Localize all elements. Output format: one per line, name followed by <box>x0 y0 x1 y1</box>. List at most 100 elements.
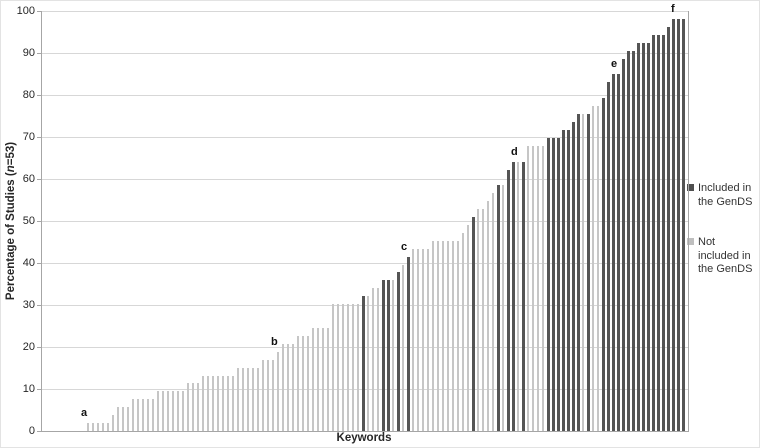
bar-not-included <box>192 383 194 431</box>
bar-included <box>612 74 615 431</box>
gridline-50 <box>41 221 688 222</box>
bar-included <box>472 217 475 431</box>
annotation-letter-a: a <box>81 407 88 419</box>
bar-not-included <box>597 106 599 431</box>
y-tick-label-30: 30 <box>22 299 35 311</box>
y-tick-mark-90 <box>37 53 41 54</box>
y-axis-title-suffix: =53) <box>5 141 17 166</box>
bar-not-included <box>142 399 144 431</box>
bar-included <box>627 51 630 431</box>
y-tick-mark-70 <box>37 137 41 138</box>
bar-not-included <box>462 233 464 431</box>
bar-not-included <box>132 399 134 431</box>
bar-not-included <box>232 376 234 431</box>
bar-not-included <box>437 241 439 431</box>
legend-label-not-included: Not included in the GenDS <box>698 236 753 275</box>
bar-included <box>682 19 685 431</box>
bar-included <box>382 280 385 431</box>
bar-not-included <box>452 241 454 431</box>
x-axis-title: Keywords <box>336 432 392 444</box>
bar-included <box>587 114 590 431</box>
bar-not-included <box>97 423 99 431</box>
bar-not-included <box>282 344 284 431</box>
legend-swatch-included <box>687 184 694 191</box>
bar-not-included <box>112 415 114 431</box>
bar-included <box>557 138 560 431</box>
bar-not-included <box>92 423 94 431</box>
bar-included <box>407 257 410 431</box>
bar-included <box>617 74 620 431</box>
bar-included <box>607 82 610 431</box>
bar-included <box>572 122 575 431</box>
gridline-40 <box>41 263 688 264</box>
bar-not-included <box>537 146 539 431</box>
bar-included <box>667 27 670 431</box>
bar-not-included <box>337 304 339 431</box>
bar-included <box>602 98 605 431</box>
bar-not-included <box>417 249 419 431</box>
bar-not-included <box>302 336 304 431</box>
bar-not-included <box>207 376 209 431</box>
bar-not-included <box>402 265 404 431</box>
bar-not-included <box>227 376 229 431</box>
y-tick-label-70: 70 <box>22 131 35 143</box>
bar-included <box>677 19 680 431</box>
bar-not-included <box>222 376 224 431</box>
bar-included <box>577 114 580 431</box>
bar-not-included <box>247 368 249 431</box>
bar-not-included <box>592 106 594 431</box>
bar-not-included <box>267 360 269 431</box>
bar-not-included <box>442 241 444 431</box>
bar-included <box>567 130 570 431</box>
y-tick-mark-30 <box>37 305 41 306</box>
bar-not-included <box>527 146 529 431</box>
y-tick-label-20: 20 <box>22 341 35 353</box>
bar-not-included <box>307 336 309 431</box>
y-axis-line <box>41 11 42 431</box>
bar-not-included <box>322 328 324 431</box>
bar-not-included <box>107 423 109 431</box>
bar-not-included <box>447 241 449 431</box>
bar-not-included <box>287 344 289 431</box>
legend-label-included: Included in the GenDS <box>698 182 753 208</box>
bar-included <box>622 59 625 431</box>
bar-not-included <box>197 383 199 431</box>
y-tick-mark-40 <box>37 263 41 264</box>
bar-included <box>562 130 565 431</box>
bar-not-included <box>172 391 174 431</box>
y-tick-label-50: 50 <box>22 215 35 227</box>
y-tick-label-10: 10 <box>22 383 35 395</box>
bar-not-included <box>427 249 429 431</box>
bar-not-included <box>257 368 259 431</box>
bar-not-included <box>477 209 479 431</box>
y-tick-mark-0 <box>37 431 41 432</box>
bar-not-included <box>517 162 519 431</box>
bar-not-included <box>487 201 489 431</box>
bar-not-included <box>347 304 349 431</box>
bar-included <box>552 138 555 431</box>
bar-not-included <box>457 241 459 431</box>
y-axis-title-prefix: Percentage of Studies ( <box>5 172 17 301</box>
bar-not-included <box>502 185 504 431</box>
bar-not-included <box>327 328 329 431</box>
plot-right-border <box>688 11 689 431</box>
bar-included <box>522 162 525 431</box>
bar-not-included <box>492 193 494 431</box>
bar-not-included <box>102 423 104 431</box>
bar-not-included <box>127 407 129 431</box>
annotation-letter-f: f <box>671 3 675 15</box>
bar-not-included <box>317 328 319 431</box>
y-tick-mark-50 <box>37 221 41 222</box>
bar-not-included <box>277 352 279 431</box>
bar-included <box>397 272 400 431</box>
bar-included <box>657 35 660 431</box>
bar-not-included <box>367 296 369 431</box>
bar-not-included <box>352 304 354 431</box>
bar-included <box>547 138 550 431</box>
y-axis-title-n: n <box>5 165 17 173</box>
y-tick-label-80: 80 <box>22 89 35 101</box>
gridline-70 <box>41 137 688 138</box>
bar-not-included <box>242 368 244 431</box>
gridline-60 <box>41 179 688 180</box>
